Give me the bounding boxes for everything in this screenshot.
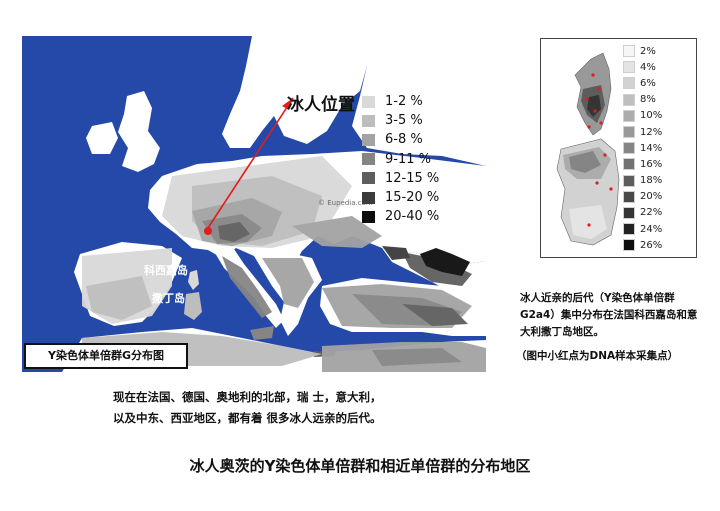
inset-legend-row: 26% (623, 237, 662, 253)
description-line: 以及中东、西亚地区，都有着 很多冰人远亲的后代。 (113, 411, 382, 425)
legend-swatch (362, 210, 375, 223)
legend-label: 12-15 % (385, 170, 440, 186)
legend-swatch (362, 133, 375, 146)
scandinavia-landmass (222, 36, 367, 148)
inset-corsica-peak (587, 95, 601, 117)
inset-legend-row: 18% (623, 173, 662, 189)
sardinia-label: 撒丁岛 (152, 292, 185, 305)
description-line: 现在在法国、德国、奥地利的北部，瑞 士，意大利， (113, 390, 382, 404)
inset-legend-row: 8% (623, 92, 662, 108)
finland-landmass (322, 36, 486, 166)
legend-row: 15-20 % (362, 188, 439, 207)
page-title: 冰人奥茨的Y染色体单倍群和相近单倍群的分布地区 (189, 457, 531, 475)
inset-graphic (556, 52, 620, 246)
europe-distribution-map: © Eupedia.com (22, 36, 486, 372)
iceman-location-label: 冰人位置 (287, 95, 355, 115)
description-text: 现在在法国、德国、奥地利的北部，瑞 士，意大利， 以及中东、西亚地区，都有着 很… (113, 387, 382, 429)
corsica-island (188, 270, 199, 290)
inset-legend-swatch (623, 126, 635, 139)
inset-legend-swatch (623, 223, 635, 236)
inset-legend-label: 8% (640, 94, 656, 106)
inset-legend-label: 26% (640, 239, 663, 251)
legend-row: 1-2 % (362, 92, 439, 111)
legend-swatch (362, 191, 375, 204)
inset-map-legend: 2% 4% 6% 8% 10% 12% 14% 16% 18% 20% 22% … (623, 43, 662, 253)
legend-row: 12-15 % (362, 169, 439, 188)
inset-legend-label: 20% (640, 191, 663, 203)
inset-legend-row: 12% (623, 124, 662, 140)
sicily-island (250, 326, 274, 340)
map-caption: Y染色体单倍群G分布图 (24, 343, 188, 369)
legend-swatch (362, 114, 375, 127)
ireland-landmass (86, 122, 118, 154)
inset-legend-swatch (623, 77, 635, 90)
inset-sardinia-northcore (569, 151, 601, 173)
legend-label: 9-11 % (385, 151, 431, 167)
inset-legend-row: 16% (623, 156, 662, 172)
source-watermark: © Eupedia.com (318, 199, 373, 207)
inset-legend-label: 12% (640, 126, 663, 138)
inset-legend-row: 4% (623, 59, 662, 75)
inset-legend-row: 6% (623, 75, 662, 91)
inset-legend-label: 24% (640, 223, 663, 235)
inset-legend-label: 18% (640, 175, 663, 187)
corsica-label: 科西嘉岛 (144, 264, 188, 277)
legend-label: 1-2 % (385, 94, 423, 110)
legend-label: 20-40 % (385, 209, 440, 225)
inset-legend-swatch (623, 142, 635, 155)
legend-row: 3-5 % (362, 111, 439, 130)
inset-legend-swatch (623, 158, 635, 171)
legend-row: 20-40 % (362, 207, 439, 226)
iceman-arrow-line (207, 97, 294, 229)
iceman-arrow-head (282, 98, 293, 110)
inset-legend-row: 22% (623, 205, 662, 221)
inset-legend-row: 20% (623, 189, 662, 205)
inset-legend-swatch (623, 206, 635, 219)
inset-legend-label: 10% (640, 110, 663, 122)
inset-legend-label: 4% (640, 61, 656, 73)
inset-legend-label: 14% (640, 142, 663, 154)
iceman-location-marker (204, 227, 212, 235)
inset-legend-swatch (623, 239, 635, 252)
inset-legend-label: 6% (640, 77, 656, 89)
inset-legend-swatch (623, 174, 635, 187)
legend-label: 3-5 % (385, 113, 423, 129)
map-graphic (22, 36, 486, 372)
legend-swatch (362, 95, 375, 108)
legend-swatch (362, 172, 375, 185)
inset-legend-label: 22% (640, 207, 663, 219)
main-map-legend: 1-2 % 3-5 % 6-8 % 9-11 % 12-15 % 15-20 %… (362, 92, 439, 226)
inset-legend-row: 14% (623, 140, 662, 156)
britain-landmass (118, 91, 160, 172)
inset-note: 冰人近亲的后代（Y染色体单倍群G2a4）集中分布在法国科西嘉岛和意大利撒丁岛地区… (520, 292, 698, 338)
inset-legend-label: 2% (640, 45, 656, 57)
inset-legend-swatch (623, 109, 635, 122)
inset-legend-swatch (623, 190, 635, 203)
legend-label: 15-20 % (385, 190, 440, 206)
inset-legend-row: 10% (623, 108, 662, 124)
dna-sample-points (585, 73, 613, 227)
inset-legend-row: 2% (623, 43, 662, 59)
legend-label: 6-8 % (385, 132, 423, 148)
inset-legend-label: 16% (640, 158, 663, 170)
inset-legend-swatch (623, 45, 635, 58)
inset-legend-swatch (623, 93, 635, 106)
legend-swatch (362, 153, 375, 166)
inset-legend-row: 24% (623, 221, 662, 237)
inset-legend-swatch (623, 61, 635, 74)
inset-note-sample-points: （图中小红点为DNA样本采集点） (516, 350, 679, 362)
corsica-sardinia-inset-map: 2% 4% 6% 8% 10% 12% 14% 16% 18% 20% 22% … (540, 38, 697, 258)
inset-sardinia-south (569, 205, 607, 239)
sardinia-island (184, 292, 202, 320)
legend-row: 6-8 % (362, 130, 439, 149)
legend-row: 9-11 % (362, 150, 439, 169)
